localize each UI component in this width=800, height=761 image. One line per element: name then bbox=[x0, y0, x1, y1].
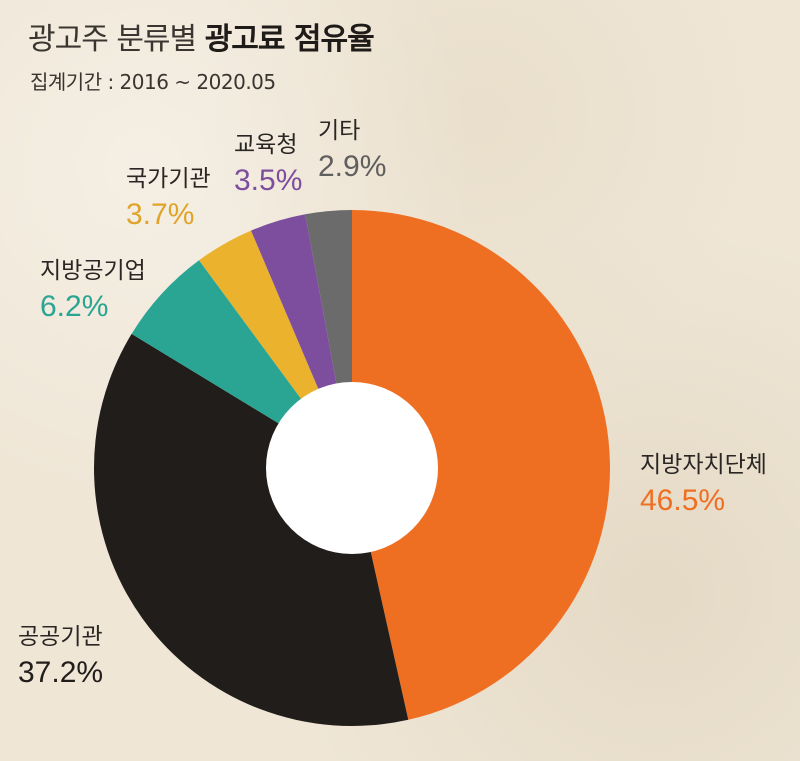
donut-hole bbox=[266, 382, 438, 554]
slice-value-2: 37.2% bbox=[18, 656, 103, 689]
slice-label-5: 교육청 bbox=[234, 132, 297, 158]
slice-value-6: 2.9% bbox=[318, 150, 386, 183]
slice-2 bbox=[94, 333, 409, 726]
slice-label-1: 지방자치단체 bbox=[640, 452, 767, 478]
title-prefix: 광고주 분류별 bbox=[28, 22, 197, 57]
title-bold: 광고료 점유율 bbox=[204, 22, 375, 57]
slice-label-4: 국가기관 bbox=[126, 166, 211, 192]
slice-labels: 지방자치단체 46.5% 공공기관 37.2% 지방공기업 6.2% 국가기관 3.7% 교육청… bbox=[18, 118, 767, 689]
slice-value-3: 6.2% bbox=[40, 290, 108, 323]
slice-label-2: 공공기관 bbox=[18, 624, 103, 650]
slice-label-6: 기타 bbox=[318, 118, 360, 144]
slice-value-1: 46.5% bbox=[640, 484, 725, 517]
chart-subtitle: 집계기간 : 2016 ~ 2020.05 bbox=[30, 70, 276, 94]
donut-slices bbox=[94, 210, 610, 726]
slice-label-3: 지방공기업 bbox=[40, 258, 146, 284]
slice-value-5: 3.5% bbox=[234, 164, 302, 197]
chart-title: 광고주 분류별 광고료 점유율 bbox=[28, 14, 375, 58]
slice-value-4: 3.7% bbox=[126, 198, 194, 231]
slice-1 bbox=[352, 210, 610, 720]
